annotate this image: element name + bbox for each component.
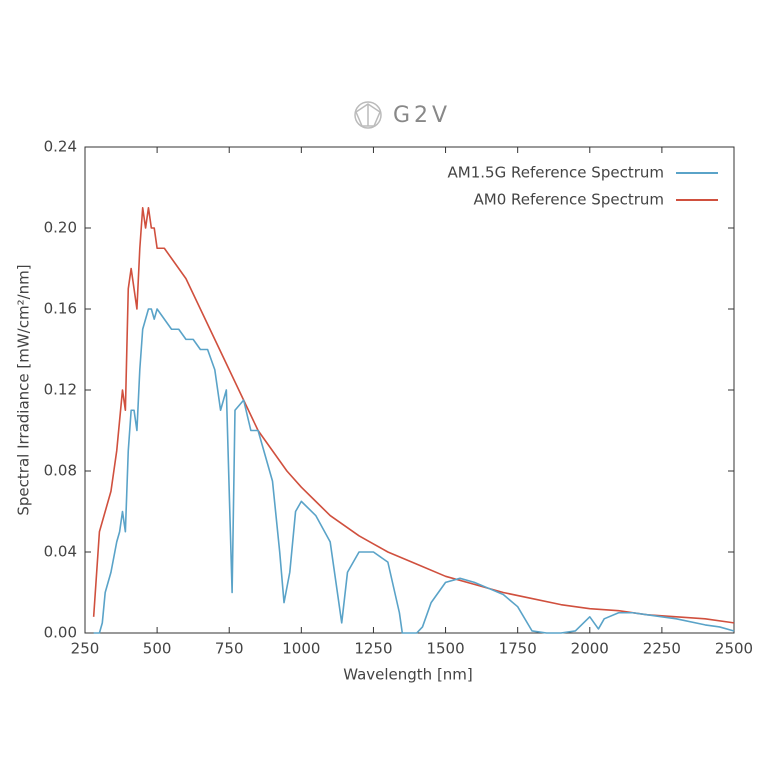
y-tick-label: 0.24	[44, 138, 77, 156]
series-line	[93, 308, 735, 634]
x-tick-label: 500	[143, 640, 172, 658]
logo-icon	[354, 101, 382, 129]
y-tick-label: 0.08	[44, 462, 77, 480]
x-tick-label: 1750	[499, 640, 537, 658]
y-tick-label: 0.00	[44, 624, 77, 642]
x-tick-label: 1000	[282, 640, 320, 658]
y-tick-label: 0.04	[44, 543, 77, 561]
x-tick-label: 1250	[354, 640, 392, 658]
x-axis-label: Wavelength [nm]	[343, 666, 473, 684]
x-tick-label: 2250	[643, 640, 681, 658]
legend-label: AM0 Reference Spectrum	[473, 191, 664, 209]
legend-label: AM1.5G Reference Spectrum	[448, 164, 664, 182]
x-tick-label: 1500	[426, 640, 464, 658]
y-tick-label: 0.16	[44, 300, 77, 318]
series-line	[92, 206, 735, 624]
plot-frame	[84, 146, 735, 634]
x-tick-label: 2500	[715, 640, 753, 658]
x-tick-label: 2000	[571, 640, 609, 658]
y-tick-label: 0.20	[44, 219, 77, 237]
x-tick-label: 250	[71, 640, 100, 658]
y-tick-label: 0.12	[44, 381, 77, 399]
chart-title: G2V	[393, 103, 451, 128]
x-tick-label: 750	[215, 640, 244, 658]
y-axis-label: Spectral Irradiance [mW/cm²/nm]	[15, 264, 33, 515]
